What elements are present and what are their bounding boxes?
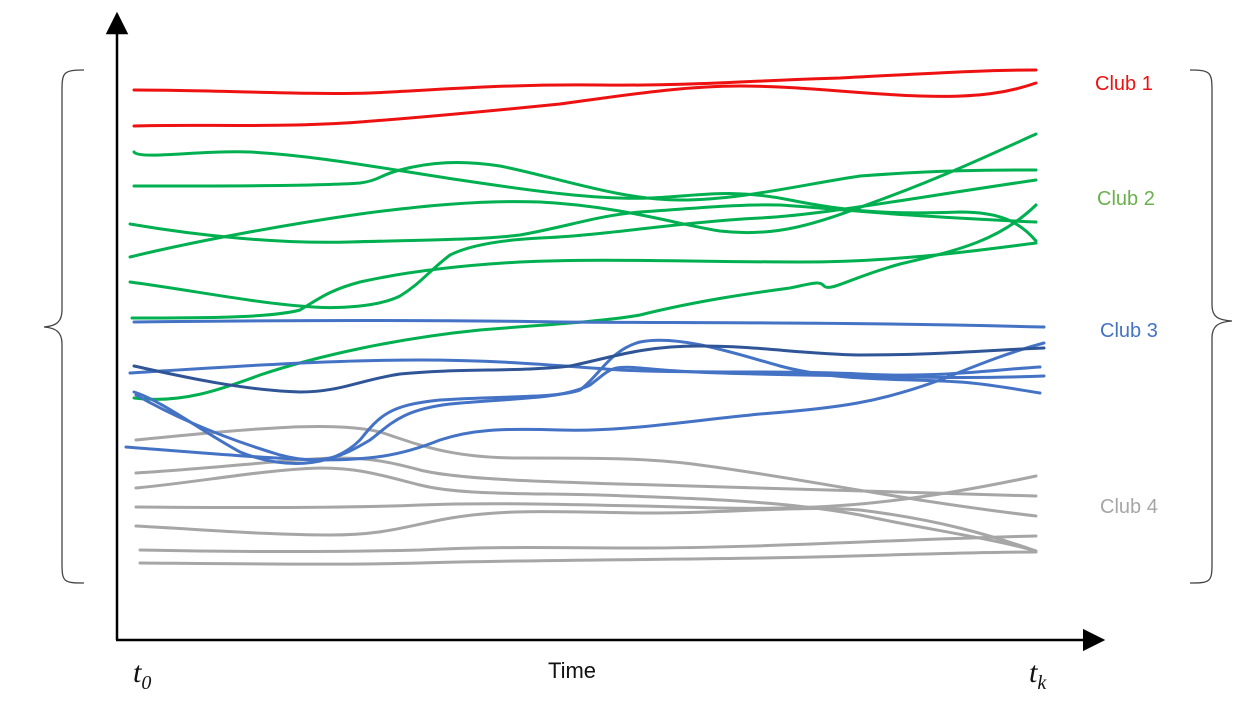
club2-line: [132, 203, 1038, 401]
club2-line: [128, 132, 1038, 259]
club1-label: Club 1: [1095, 73, 1153, 95]
x-start-subscript: 0: [141, 672, 151, 694]
club4-line: [134, 456, 1038, 498]
club4-line: [134, 425, 1038, 518]
club3-line: [132, 338, 1042, 465]
x-end-letter: t: [1029, 656, 1038, 689]
club3-line: [134, 365, 1046, 462]
club4-line: [134, 474, 1038, 510]
x-axis-label: Time: [548, 658, 596, 683]
x-start-label: t0: [133, 656, 151, 694]
club2-lines: [128, 132, 1038, 401]
x-end-subscript: k: [1037, 672, 1047, 694]
right-brace: [1189, 69, 1233, 584]
left-brace: [43, 69, 85, 584]
club1-line: [132, 81, 1038, 128]
club1-lines: [132, 68, 1038, 128]
club1-line: [132, 68, 1038, 95]
club2-line: [128, 203, 1038, 244]
club2-line: [132, 161, 1038, 202]
club2-line: [130, 241, 1038, 320]
club4-lines: [134, 425, 1038, 566]
club2-line: [128, 178, 1038, 310]
club4-line: [138, 550, 1038, 566]
club3-dark-line: [132, 344, 1046, 394]
club3-line: [132, 319, 1046, 329]
club4-line: [134, 506, 1038, 553]
club4-line: [134, 466, 1038, 553]
x-end-label: tk: [1029, 656, 1047, 694]
club3-label: Club 3: [1100, 320, 1158, 342]
club2-label: Club 2: [1097, 188, 1155, 210]
club3-lines: [124, 319, 1046, 465]
club3-line: [124, 341, 1046, 462]
x-start-letter: t: [133, 656, 142, 689]
club4-line: [138, 534, 1038, 553]
club4-label: Club 4: [1100, 496, 1158, 518]
